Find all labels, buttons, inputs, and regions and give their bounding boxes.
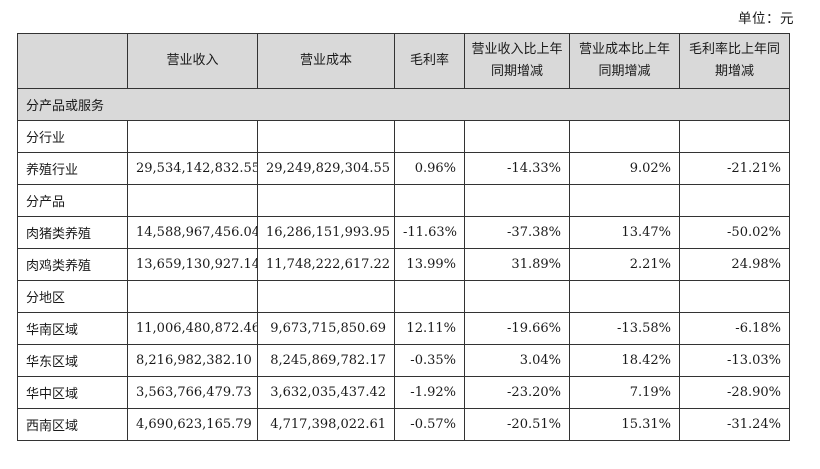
empty-cell <box>394 120 465 153</box>
cost-change-cell: 13.47% <box>569 216 680 249</box>
margin-change-cell: -21.21% <box>679 152 790 185</box>
empty-cell <box>464 184 570 217</box>
table-row: 华中区域 3,563,766,479.73 3,632,035,437.42 -… <box>17 376 790 409</box>
header-revenue: 营业收入 <box>127 33 258 89</box>
cost-cell: 16,286,151,993.95 <box>257 216 395 249</box>
empty-cell <box>569 120 680 153</box>
cost-cell: 11,748,222,617.22 <box>257 248 395 281</box>
row-name: 肉猪类养殖 <box>17 216 128 249</box>
header-margin-change: 毛利率比上年同期增减 <box>679 33 790 89</box>
unit-label: 单位：元 <box>738 11 794 27</box>
margin-change-cell: -13.03% <box>679 344 790 377</box>
empty-cell <box>127 120 258 153</box>
table-row: 华东区域 8,216,982,382.10 8,245,869,782.17 -… <box>17 344 790 377</box>
row-name: 华南区域 <box>17 312 128 345</box>
margin-cell: -11.63% <box>394 216 465 249</box>
revenue-cell: 13,659,130,927.14 <box>127 248 258 281</box>
margin-cell: -0.35% <box>394 344 465 377</box>
margin-change-cell: -50.02% <box>679 216 790 249</box>
revenue-change-cell: -19.66% <box>464 312 570 345</box>
table-header-row: 营业收入 营业成本 毛利率 营业收入比上年同期增减 营业成本比上年同期增减 毛利… <box>17 33 790 89</box>
revenue-change-cell: -14.33% <box>464 152 570 185</box>
header-cost: 营业成本 <box>257 33 395 89</box>
row-name: 华东区域 <box>17 344 128 377</box>
cost-cell: 29,249,829,304.55 <box>257 152 395 185</box>
empty-cell <box>257 184 395 217</box>
row-name: 养殖行业 <box>17 152 128 185</box>
revenue-change-cell: 31.89% <box>464 248 570 281</box>
group-label: 分地区 <box>17 280 128 313</box>
revenue-breakdown-table: 营业收入 营业成本 毛利率 营业收入比上年同期增减 营业成本比上年同期增减 毛利… <box>17 33 790 441</box>
empty-cell <box>464 280 570 313</box>
revenue-change-cell: -37.38% <box>464 216 570 249</box>
margin-change-cell: -6.18% <box>679 312 790 345</box>
revenue-cell: 4,690,623,165.79 <box>127 408 258 441</box>
margin-change-cell: -28.90% <box>679 376 790 409</box>
margin-cell: -1.92% <box>394 376 465 409</box>
empty-cell <box>679 280 790 313</box>
empty-cell <box>127 280 258 313</box>
margin-change-cell: -31.24% <box>679 408 790 441</box>
revenue-cell: 29,534,142,832.55 <box>127 152 258 185</box>
revenue-cell: 14,588,967,456.04 <box>127 216 258 249</box>
header-revenue-change: 营业收入比上年同期增减 <box>464 33 570 89</box>
empty-cell <box>679 120 790 153</box>
cost-change-cell: 7.19% <box>569 376 680 409</box>
empty-cell <box>569 280 680 313</box>
cost-cell: 9,673,715,850.69 <box>257 312 395 345</box>
cost-change-cell: 15.31% <box>569 408 680 441</box>
margin-cell: 13.99% <box>394 248 465 281</box>
margin-cell: -0.57% <box>394 408 465 441</box>
revenue-change-cell: -20.51% <box>464 408 570 441</box>
group-label-row: 分地区 <box>17 280 790 313</box>
empty-cell <box>257 120 395 153</box>
header-blank <box>17 33 128 89</box>
table-row: 养殖行业 29,534,142,832.55 29,249,829,304.55… <box>17 152 790 185</box>
row-name: 华中区域 <box>17 376 128 409</box>
table-row: 华南区域 11,006,480,872.46 9,673,715,850.69 … <box>17 312 790 345</box>
cost-cell: 8,245,869,782.17 <box>257 344 395 377</box>
header-cost-change: 营业成本比上年同期增减 <box>569 33 680 89</box>
empty-cell <box>394 280 465 313</box>
revenue-cell: 11,006,480,872.46 <box>127 312 258 345</box>
margin-cell: 12.11% <box>394 312 465 345</box>
empty-cell <box>127 184 258 217</box>
empty-cell <box>394 184 465 217</box>
cost-change-cell: -13.58% <box>569 312 680 345</box>
table-row: 肉猪类养殖 14,588,967,456.04 16,286,151,993.9… <box>17 216 790 249</box>
cost-change-cell: 18.42% <box>569 344 680 377</box>
cost-change-cell: 9.02% <box>569 152 680 185</box>
empty-cell <box>569 184 680 217</box>
header-gross-margin: 毛利率 <box>394 33 465 89</box>
empty-cell <box>464 120 570 153</box>
table-row: 西南区域 4,690,623,165.79 4,717,398,022.61 -… <box>17 408 790 441</box>
cost-change-cell: 2.21% <box>569 248 680 281</box>
section-band-label: 分产品或服务 <box>17 88 790 121</box>
cost-cell: 4,717,398,022.61 <box>257 408 395 441</box>
margin-cell: 0.96% <box>394 152 465 185</box>
group-label-row: 分行业 <box>17 120 790 153</box>
table-row: 肉鸡类养殖 13,659,130,927.14 11,748,222,617.2… <box>17 248 790 281</box>
revenue-change-cell: -23.20% <box>464 376 570 409</box>
group-label-row: 分产品 <box>17 184 790 217</box>
section-band-row: 分产品或服务 <box>17 88 790 121</box>
empty-cell <box>257 280 395 313</box>
empty-cell <box>679 184 790 217</box>
row-name: 西南区域 <box>17 408 128 441</box>
group-label: 分产品 <box>17 184 128 217</box>
row-name: 肉鸡类养殖 <box>17 248 128 281</box>
revenue-cell: 3,563,766,479.73 <box>127 376 258 409</box>
revenue-change-cell: 3.04% <box>464 344 570 377</box>
group-label: 分行业 <box>17 120 128 153</box>
revenue-cell: 8,216,982,382.10 <box>127 344 258 377</box>
cost-cell: 3,632,035,437.42 <box>257 376 395 409</box>
margin-change-cell: 24.98% <box>679 248 790 281</box>
